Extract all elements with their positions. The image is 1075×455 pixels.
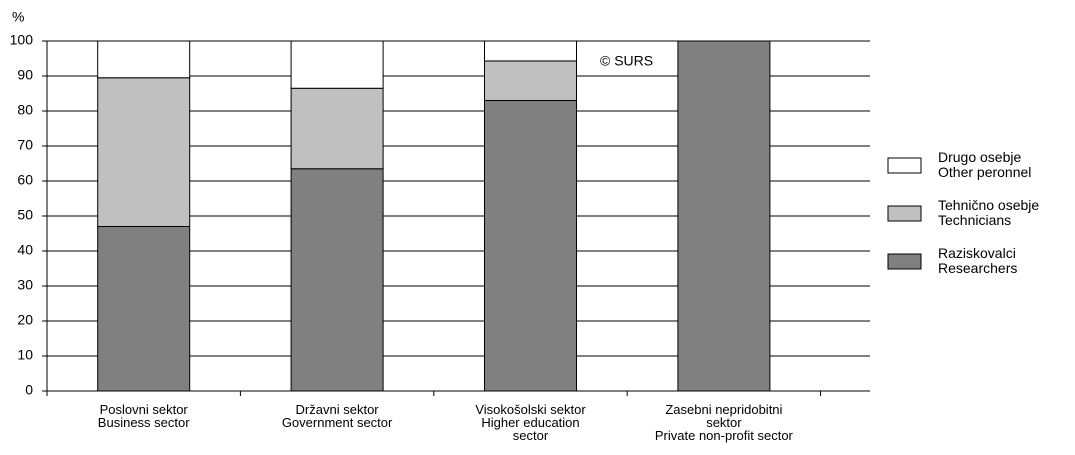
x-tick-label: Zasebni nepridobitni sektor Private non-… [654, 402, 793, 443]
x-tick-label: Visokošolski sektor Higher education sec… [475, 402, 586, 443]
bar-segment [290, 168, 384, 392]
bar-segment [97, 226, 191, 392]
legend-swatch [887, 205, 922, 222]
bar-segment [484, 100, 577, 392]
legend-label: Raziskovalci Researchers [938, 245, 1018, 276]
y-tick-label: 40 [17, 242, 33, 258]
y-tick-label: 90 [17, 67, 33, 83]
y-tick-label: 20 [17, 312, 33, 328]
y-axis-label: % [12, 9, 24, 25]
legend-label: Tehnično osebje Technicians [938, 197, 1040, 228]
legend-label: Drugo osebje Other peronnel [938, 149, 1032, 180]
bar-segment [677, 40, 771, 392]
y-tick-label: 10 [17, 347, 33, 363]
y-tick-label: 30 [17, 277, 33, 293]
legend-swatch [887, 253, 922, 270]
bar-segment [290, 40, 384, 89]
y-tick-label: 60 [17, 172, 33, 188]
bar-segment [484, 60, 577, 101]
legend-swatch [887, 157, 922, 174]
bar-segment [97, 40, 191, 79]
y-tick-label: 100 [10, 32, 34, 48]
y-tick-label: 50 [17, 207, 33, 223]
annotation-bg [595, 52, 665, 70]
x-tick-label: Poslovni sektor Business sector [97, 402, 190, 430]
y-tick-label: 70 [17, 137, 33, 153]
y-tick-label: 0 [25, 382, 33, 398]
bar-segment [484, 40, 577, 62]
y-tick-label: 80 [17, 102, 33, 118]
annotation: © SURS [600, 53, 653, 69]
bar-segment [97, 77, 191, 227]
bar-segment [290, 87, 384, 170]
x-tick-label: Državni sektor Government sector [281, 402, 393, 430]
